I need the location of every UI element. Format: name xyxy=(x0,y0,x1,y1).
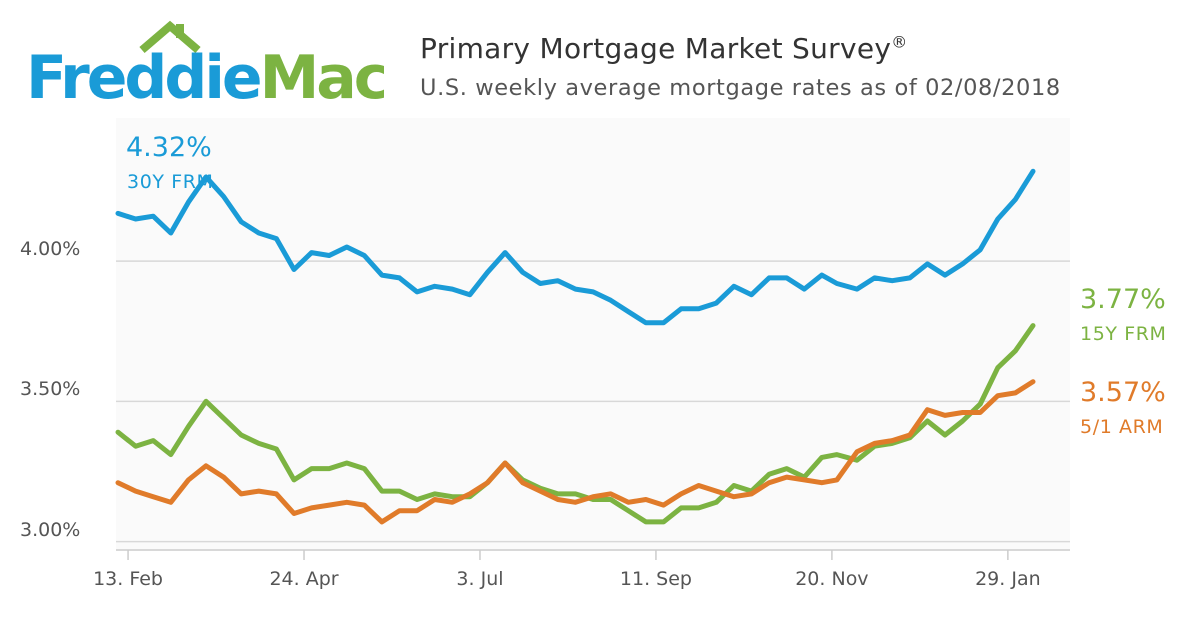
svg-text:FreddieMac: FreddieMac xyxy=(26,43,384,110)
x-tick-label: 20. Nov xyxy=(795,568,869,590)
house-roof-icon xyxy=(139,20,201,54)
brand-name-part2: Mac xyxy=(260,43,384,110)
y-tick-label: 3.00% xyxy=(20,518,81,541)
series-line-15y-frm xyxy=(115,323,1036,525)
series-line-5-1-arm xyxy=(115,379,1036,525)
chart-subtitle: U.S. weekly average mortgage rates as of… xyxy=(420,75,1061,101)
series-value-label-5-1-arm: 3.57% xyxy=(1080,377,1166,408)
chart-title-text: Primary Mortgage Market Survey xyxy=(420,32,892,65)
x-tick-label: 29. Jan xyxy=(975,568,1041,590)
series-name-label-5-1-arm: 5/1 ARM xyxy=(1080,416,1164,438)
registered-mark: ® xyxy=(891,32,908,52)
x-tick-label: 24. Apr xyxy=(269,568,339,590)
y-tick-label: 4.00% xyxy=(20,238,81,261)
series-line-30y-frm xyxy=(115,168,1036,326)
freddie-mac-logo: FreddieMac xyxy=(26,20,384,110)
chart-title: Primary Mortgage Market Survey® xyxy=(420,32,908,65)
brand-name-part1: Freddie xyxy=(26,43,260,110)
series-name-label-15y-frm: 15Y FRM xyxy=(1080,323,1167,345)
series-name-label-30y-frm: 30Y FRM xyxy=(127,171,214,193)
x-tick-label: 11. Sep xyxy=(619,568,692,590)
series-value-label-30y-frm: 4.32% xyxy=(126,132,212,163)
plot-area xyxy=(116,118,1070,550)
x-tick-label: 3. Jul xyxy=(456,568,504,590)
x-tick-label: 13. Feb xyxy=(93,568,163,590)
house-chimney-icon xyxy=(176,24,184,38)
series-value-label-15y-frm: 3.77% xyxy=(1080,284,1166,315)
y-tick-label: 3.50% xyxy=(20,378,81,401)
